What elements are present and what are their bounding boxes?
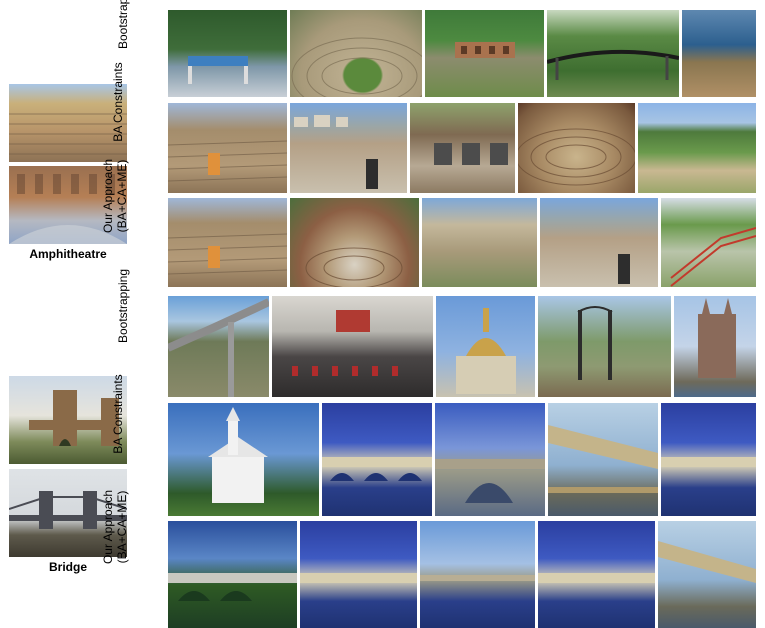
row-label-line: Bootstrapping	[116, 0, 130, 50]
amphitheatre-seed-image-1	[9, 84, 127, 162]
row-label-line: (BA+CA+ME)	[115, 159, 129, 233]
bridge-bootstrap-image-3	[436, 296, 535, 397]
amph-bootstrap-image-5	[682, 10, 756, 97]
amph-bootstrap-image-2	[290, 10, 422, 97]
amph-ba-image-1	[168, 103, 287, 193]
class-label-amphitheatre: Amphitheatre	[29, 247, 107, 261]
bridge-ba-image-5	[661, 403, 756, 516]
amph-bootstrap-image-3	[425, 10, 544, 97]
bridge-bootstrap-image-4	[538, 296, 671, 397]
amphitheatre-seed-image-2	[9, 166, 127, 244]
amph-ours-image-5	[661, 198, 756, 287]
bridge-ours-image-5	[658, 521, 756, 628]
amph-ours-image-3	[422, 198, 537, 287]
amph-ours-image-2	[290, 198, 419, 287]
row-label-line: BA Constraints	[111, 374, 125, 454]
bridge-bootstrap-image-2	[272, 296, 433, 397]
bridge-ours-image-1	[168, 521, 297, 628]
bridge-ours-image-3	[420, 521, 535, 628]
amph-ours-image-4	[540, 198, 658, 287]
amph-ba-image-3	[410, 103, 515, 193]
row-label-line: (BA+CA+ME)	[115, 490, 129, 564]
bridge-ours-image-2	[300, 521, 417, 628]
bridge-ba-image-4	[548, 403, 658, 516]
amph-bootstrap-image-1	[168, 10, 287, 97]
row-label-line: BA Constraints	[111, 62, 125, 142]
amph-ba-image-5	[638, 103, 756, 193]
bridge-seed-image-1	[9, 376, 127, 464]
amph-bootstrap-image-4	[547, 10, 679, 97]
bridge-ba-image-1	[168, 403, 319, 516]
row-label-line: Our Approach	[101, 489, 115, 565]
amph-ba-image-4	[518, 103, 635, 193]
row-label-line: Our Approach	[101, 158, 115, 234]
bridge-ba-image-3	[435, 403, 545, 516]
amph-ours-image-1	[168, 198, 287, 287]
bridge-seed-image-2	[9, 469, 127, 557]
amph-ba-image-2	[290, 103, 407, 193]
class-label-bridge: Bridge	[48, 560, 87, 574]
bridge-bootstrap-image-5	[674, 296, 756, 397]
bridge-bootstrap-image-1	[168, 296, 269, 397]
bridge-ba-image-2	[322, 403, 432, 516]
row-label-line: Bootstrapping	[116, 268, 130, 344]
bridge-ours-image-4	[538, 521, 655, 628]
